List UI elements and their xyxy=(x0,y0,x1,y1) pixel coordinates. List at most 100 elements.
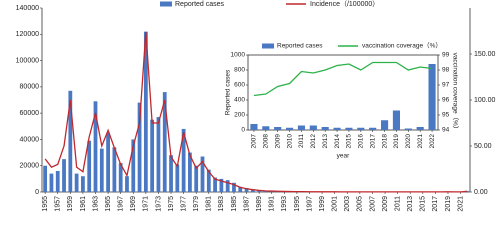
x-axis-title: year xyxy=(337,153,350,160)
bar xyxy=(238,186,243,192)
bar xyxy=(381,120,389,130)
x-tick-label: 1963 xyxy=(92,196,99,212)
bar xyxy=(118,163,123,192)
y-tick-label: 40000 xyxy=(20,136,40,143)
x-tick-label: 1973 xyxy=(155,196,162,212)
bar xyxy=(333,127,341,130)
chart: 0 20000 40000 60000 80000 100000 120000 140000 0… xyxy=(16,0,496,212)
bar xyxy=(297,125,305,130)
bar xyxy=(428,64,436,130)
bar xyxy=(232,182,236,192)
x-tick-label: 1991 xyxy=(269,196,276,212)
bar xyxy=(62,159,66,192)
bar xyxy=(262,126,270,130)
x-tick-label: 2015 xyxy=(420,196,427,212)
bar xyxy=(55,170,60,192)
y2-tick-label: 150.00 xyxy=(474,51,496,58)
x-tick-label: 1983 xyxy=(218,196,225,212)
x-tick-label: 2003 xyxy=(344,196,351,212)
y-tick-label: 120000 xyxy=(16,31,39,38)
bar xyxy=(250,189,255,192)
y-tick-label: 0 xyxy=(241,127,245,134)
y-tick-label: 0 xyxy=(35,189,39,196)
y-tick-label: 140000 xyxy=(16,5,39,12)
bar xyxy=(143,31,148,193)
bar xyxy=(200,156,205,192)
bar xyxy=(345,127,353,130)
x-tick-label: 2009 xyxy=(274,134,281,149)
bar xyxy=(244,188,249,192)
bar xyxy=(274,127,282,130)
bar xyxy=(321,127,329,130)
x-tick-label: 1979 xyxy=(193,196,200,212)
bar xyxy=(250,124,258,130)
x-tick-label: 2013 xyxy=(407,196,414,212)
bar xyxy=(156,117,161,192)
bar xyxy=(131,139,136,192)
legend-swatch xyxy=(262,43,274,49)
x-tick-label: 2010 xyxy=(286,134,293,149)
y2-tick-label: 100.00 xyxy=(474,97,496,104)
bar xyxy=(188,152,192,192)
bar xyxy=(112,147,117,192)
bar xyxy=(357,127,365,130)
x-tick-label: 2019 xyxy=(393,134,400,149)
x-tick-label: 1969 xyxy=(130,196,137,212)
y-axis-title: Reported cases xyxy=(225,69,232,115)
x-tick-label: 1957 xyxy=(55,196,62,212)
legend-label: Reported cases xyxy=(277,43,323,50)
x-tick-label: 2015 xyxy=(346,134,353,149)
bar xyxy=(125,176,129,192)
x-tick-label: 1985 xyxy=(231,196,238,212)
y-tick-label: 100000 xyxy=(16,57,39,64)
y2-tick-label: 95 xyxy=(442,112,450,119)
x-tick-label: 2014 xyxy=(334,134,341,149)
bar xyxy=(150,119,155,192)
bar xyxy=(181,128,186,192)
x-tick-label: 1959 xyxy=(67,196,74,212)
x-tick-label: 2019 xyxy=(445,196,452,212)
bar xyxy=(74,173,79,192)
plot-frame xyxy=(247,54,439,131)
x-tick-label: 2011 xyxy=(298,134,305,148)
x-tick-label: 2021 xyxy=(417,134,424,149)
bar xyxy=(369,127,377,130)
y2-tick-label: 50.00 xyxy=(474,143,492,150)
y2-axis-title: vaccination coverage（%） xyxy=(451,53,459,133)
x-tick-label: 2001 xyxy=(332,196,339,212)
legend-label: Reported cases xyxy=(175,1,225,8)
x-tick-label: 1961 xyxy=(80,196,87,212)
x-tick-label: 2021 xyxy=(457,196,464,212)
x-tick-label: 2005 xyxy=(357,196,364,212)
y2-tick-label: 98 xyxy=(442,67,450,74)
x-tick-label: 1999 xyxy=(319,196,326,212)
x-tick-label: 2017 xyxy=(369,134,376,149)
x-tick-label: 2007 xyxy=(369,196,376,212)
bar xyxy=(416,127,424,130)
y-tick-label: 60000 xyxy=(20,110,40,117)
x-tick-label: 1965 xyxy=(105,196,112,212)
x-tick-label: 1977 xyxy=(180,196,187,212)
x-tick-label: 1967 xyxy=(118,196,125,212)
x-tick-label: 2018 xyxy=(381,134,388,149)
legend-label: Incidence（/100000） xyxy=(310,0,379,8)
bar xyxy=(99,148,104,192)
bar xyxy=(309,125,317,130)
x-tick-label: 1989 xyxy=(256,196,263,212)
x-tick-label: 2016 xyxy=(358,134,365,149)
y2-tick-label: 96 xyxy=(442,97,450,104)
y-tick-label: 80000 xyxy=(20,84,40,91)
bar xyxy=(162,92,167,192)
bar xyxy=(219,178,224,192)
line xyxy=(44,31,467,193)
bar xyxy=(464,190,469,192)
x-tick-label: 1975 xyxy=(168,196,175,212)
bar xyxy=(404,128,412,130)
line xyxy=(253,61,433,97)
bar xyxy=(169,155,173,192)
x-tick-label: 2017 xyxy=(432,196,439,212)
y2-tick-label: 0.00 xyxy=(474,189,488,196)
bar xyxy=(106,132,110,192)
x-tick-label: 2007 xyxy=(251,134,258,149)
bar xyxy=(68,90,73,192)
